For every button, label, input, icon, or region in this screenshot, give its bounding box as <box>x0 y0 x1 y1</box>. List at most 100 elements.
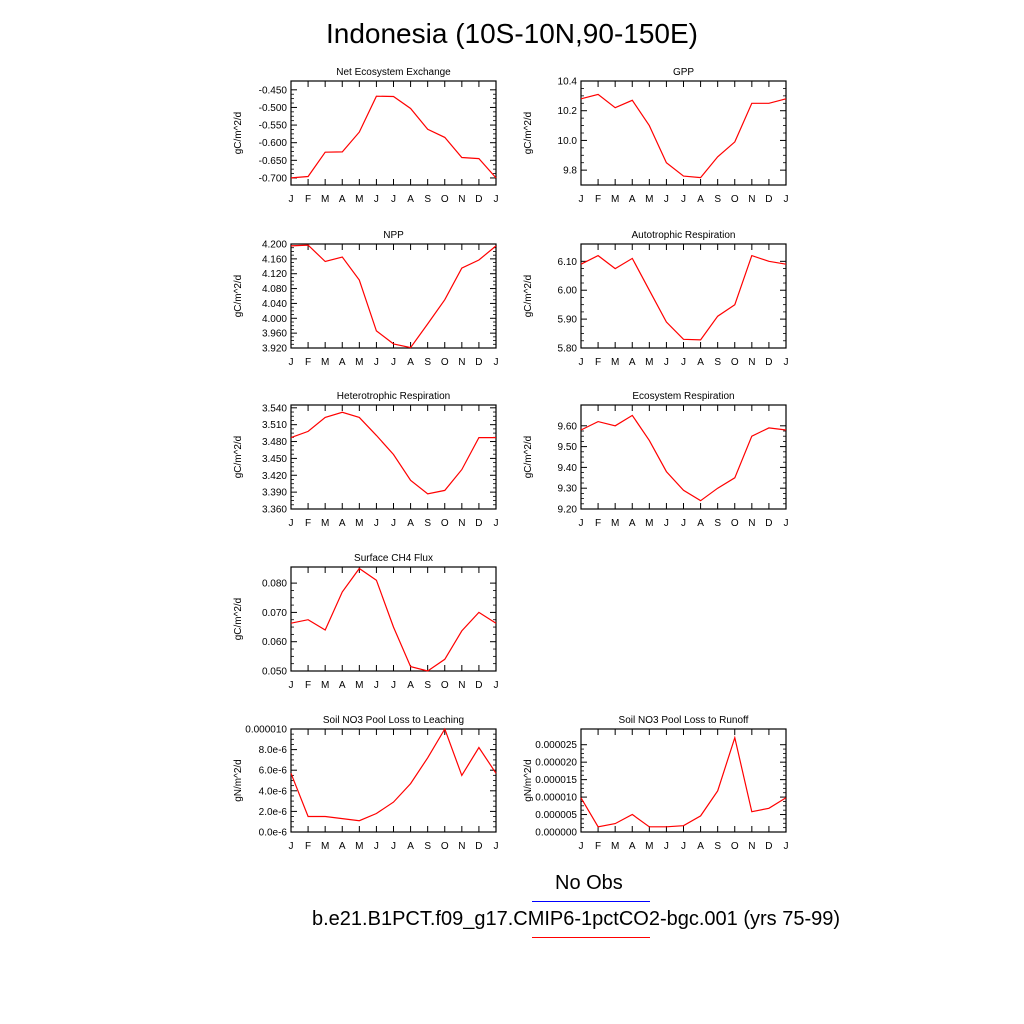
y-tick-label: 9.40 <box>558 463 578 474</box>
series-line <box>290 95 497 179</box>
x-tick-label: D <box>475 194 482 205</box>
y-axis-label: gC/m^2/d <box>523 112 534 155</box>
y-axis-label: gN/m^2/d <box>523 759 534 802</box>
x-tick-label: M <box>321 680 329 691</box>
x-tick-label: J <box>494 841 499 852</box>
x-tick-label: N <box>748 194 755 205</box>
x-tick-label: M <box>355 518 363 529</box>
x-tick-label: J <box>391 841 396 852</box>
y-tick-label: 0.0e-6 <box>259 828 288 839</box>
series-line <box>290 727 497 822</box>
x-tick-label: F <box>305 680 311 691</box>
x-tick-label: N <box>458 518 465 529</box>
panel-title: NPP <box>383 230 404 241</box>
x-tick-label: J <box>784 841 789 852</box>
plot-frame <box>290 243 497 349</box>
x-tick-label: D <box>765 841 772 852</box>
x-tick-label: F <box>595 518 601 529</box>
x-tick-label: J <box>494 518 499 529</box>
y-tick-label: 4.120 <box>262 269 287 280</box>
x-tick-label: S <box>424 841 431 852</box>
y-tick-label: 3.540 <box>262 403 287 414</box>
x-tick-label: J <box>289 841 294 852</box>
x-tick-label: J <box>374 841 379 852</box>
x-tick-label: A <box>339 841 346 852</box>
x-tick-label: J <box>784 194 789 205</box>
x-tick-label: A <box>629 518 636 529</box>
y-tick-label: 3.960 <box>262 329 287 340</box>
x-tick-label: O <box>731 194 739 205</box>
x-tick-label: A <box>697 841 704 852</box>
x-tick-label: M <box>355 357 363 368</box>
chart-panel: Heterotrophic Respiration gC/m^2/d 3.360 3.… <box>233 391 499 529</box>
y-tick-label: 3.360 <box>262 505 287 516</box>
y-tick-label: -0.550 <box>259 121 288 132</box>
y-tick-label: 6.10 <box>558 257 578 268</box>
y-tick-label: 9.50 <box>558 442 578 453</box>
chart-panel: NPP gC/m^2/d 3.920 3.960 4.000 4.040 4.080 4.12… <box>233 230 499 368</box>
chart-panel: Surface CH4 Flux gC/m^2/d 0.050 0.060 0.070 0… <box>233 553 499 691</box>
chart-panel: Ecosystem Respiration gC/m^2/d 9.20 9.30 9.4… <box>523 391 789 529</box>
y-tick-label: 0.000015 <box>535 775 577 786</box>
plot-frame <box>580 80 787 186</box>
x-tick-label: F <box>305 357 311 368</box>
y-tick-label: 8.0e-6 <box>259 745 288 756</box>
y-tick-label: 4.160 <box>262 254 287 265</box>
chart-panel: Autotrophic Respiration gC/m^2/d 5.80 5.90 6… <box>523 230 789 368</box>
x-tick-label: M <box>321 194 329 205</box>
y-tick-label: 3.480 <box>262 437 287 448</box>
panel-title: Autotrophic Respiration <box>632 230 736 241</box>
series-line <box>580 93 787 179</box>
x-tick-label: M <box>321 841 329 852</box>
legend-model-line <box>532 937 650 938</box>
y-tick-label: 0.070 <box>262 608 287 619</box>
x-tick-label: M <box>645 357 653 368</box>
y-tick-label: 0.080 <box>262 579 287 590</box>
panel-title: Soil NO3 Pool Loss to Runoff <box>619 715 749 726</box>
x-tick-label: F <box>595 841 601 852</box>
legend-obs-label: No Obs <box>555 872 623 894</box>
x-tick-label: O <box>731 357 739 368</box>
x-tick-label: F <box>595 194 601 205</box>
x-tick-label: D <box>765 518 772 529</box>
x-tick-label: A <box>339 680 346 691</box>
x-tick-label: J <box>374 194 379 205</box>
y-tick-label: 3.510 <box>262 420 287 431</box>
x-tick-label: J <box>494 194 499 205</box>
legend-obs-line <box>532 901 650 902</box>
x-tick-label: M <box>611 357 619 368</box>
x-tick-label: A <box>407 357 414 368</box>
x-tick-label: F <box>305 841 311 852</box>
x-tick-label: M <box>611 194 619 205</box>
x-tick-label: M <box>355 680 363 691</box>
series-line <box>290 244 497 349</box>
x-tick-label: J <box>289 194 294 205</box>
x-tick-label: S <box>424 357 431 368</box>
x-tick-label: J <box>289 357 294 368</box>
panel-title: Heterotrophic Respiration <box>337 391 450 402</box>
panel-title: GPP <box>673 67 694 78</box>
x-tick-label: D <box>475 680 482 691</box>
x-tick-label: J <box>579 518 584 529</box>
x-tick-label: A <box>407 841 414 852</box>
x-tick-label: J <box>664 194 669 205</box>
y-axis-label: gC/m^2/d <box>233 112 244 155</box>
y-tick-label: -0.700 <box>259 173 288 184</box>
x-tick-label: N <box>458 841 465 852</box>
x-tick-label: D <box>475 841 482 852</box>
x-tick-label: M <box>321 357 329 368</box>
x-tick-label: J <box>784 357 789 368</box>
y-axis-label: gC/m^2/d <box>233 598 244 641</box>
x-tick-label: O <box>731 518 739 529</box>
x-tick-label: O <box>441 357 449 368</box>
y-tick-label: 3.450 <box>262 454 287 465</box>
x-tick-label: A <box>697 518 704 529</box>
y-tick-label: 6.00 <box>558 286 578 297</box>
x-tick-label: S <box>424 680 431 691</box>
x-tick-label: D <box>765 357 772 368</box>
y-tick-label: 0.000020 <box>535 758 577 769</box>
x-tick-label: A <box>407 194 414 205</box>
x-tick-label: S <box>714 194 721 205</box>
